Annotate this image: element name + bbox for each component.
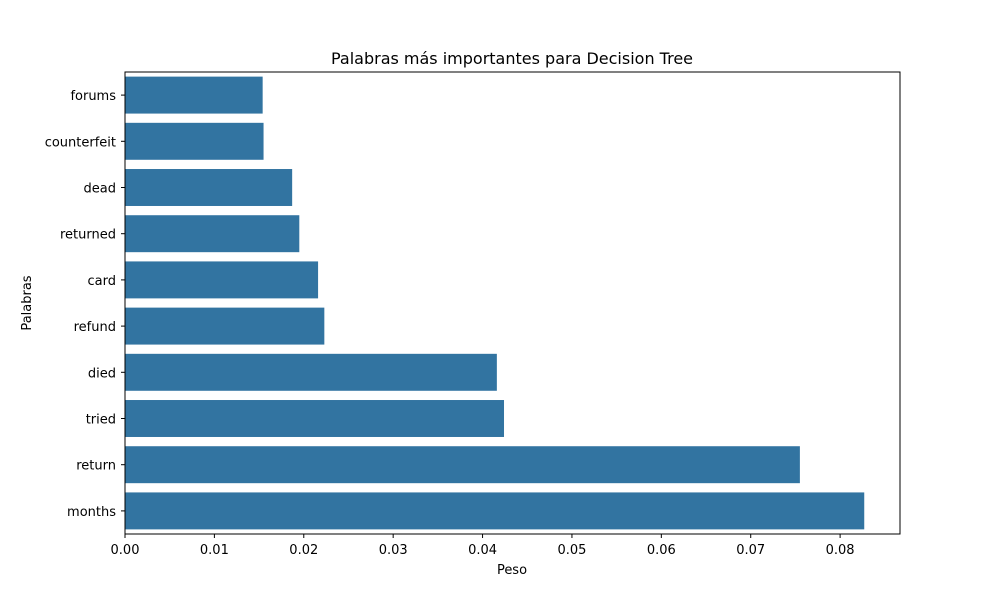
y-tick-label: counterfeit [45,135,116,150]
bar-tried [125,400,505,437]
bar-died [125,353,497,391]
x-axis-label: Peso [497,563,527,578]
y-tick-label: tried [86,413,116,428]
x-axis-ticks: 0.00 0.01 0.02 0.03 0.04 0.05 0.06 0.07 0.08 [111,534,855,558]
bar-card [125,261,319,299]
bar-refund [125,307,325,345]
bar-months [125,492,865,530]
x-tick-label: 0.04 [468,543,497,558]
plot-frame [124,71,901,535]
y-axis-ticks: forums counterfeit dead returned card refund d… [45,89,125,520]
y-tick-label: dead [84,182,116,197]
bar-return [125,446,800,484]
y-tick-label: months [67,505,116,520]
x-tick-label: 0.00 [111,543,140,558]
y-tick-label: card [88,274,116,289]
x-tick-label: 0.02 [289,543,318,558]
bar-returned [125,215,300,253]
y-axis-label: Palabras [20,275,35,330]
x-tick-label: 0.03 [379,543,408,558]
y-tick-label: return [76,459,116,474]
bar-dead [125,169,293,206]
x-tick-label: 0.05 [557,543,586,558]
bar-forums [125,76,263,114]
y-tick-label: forums [70,89,116,104]
y-tick-label: returned [60,228,116,243]
x-tick-label: 0.08 [826,543,855,558]
bar-counterfeit [125,122,264,160]
x-tick-label: 0.07 [736,543,765,558]
y-tick-label: died [88,366,116,381]
bars-group [125,76,865,530]
x-tick-label: 0.06 [647,543,676,558]
chart-title: Palabras más importantes para Decision T… [331,49,693,68]
x-tick-label: 0.01 [200,543,229,558]
y-tick-label: refund [74,320,116,335]
